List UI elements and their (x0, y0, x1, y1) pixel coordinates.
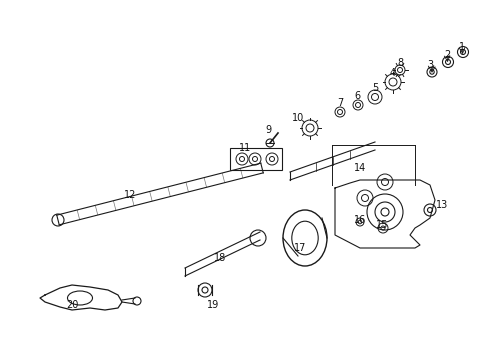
Text: 10: 10 (291, 113, 304, 123)
Text: 16: 16 (353, 215, 366, 225)
Text: 12: 12 (123, 190, 136, 200)
Text: 8: 8 (396, 58, 402, 68)
Text: 11: 11 (238, 143, 251, 153)
Text: 6: 6 (353, 91, 359, 101)
Text: 7: 7 (336, 98, 343, 108)
Text: 18: 18 (213, 253, 225, 263)
Text: 5: 5 (371, 83, 377, 93)
Text: 19: 19 (206, 300, 219, 310)
Text: 14: 14 (353, 163, 366, 173)
Bar (229, 148, 282, 170)
Text: 15: 15 (375, 220, 387, 230)
Text: 13: 13 (435, 200, 447, 210)
Text: 17: 17 (293, 243, 305, 253)
Text: 9: 9 (264, 125, 270, 135)
Text: 3: 3 (426, 60, 432, 70)
Text: 1: 1 (458, 42, 464, 52)
Text: 2: 2 (443, 50, 449, 60)
Text: 4: 4 (389, 68, 395, 78)
Text: 20: 20 (66, 300, 78, 310)
